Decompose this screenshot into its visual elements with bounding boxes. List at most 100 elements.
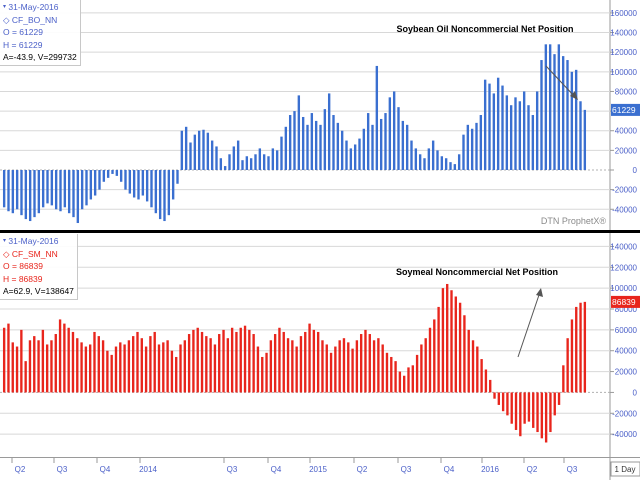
soymeal-bar <box>63 323 66 393</box>
soybean-oil-bar <box>310 113 314 170</box>
soybean-oil-bar <box>258 148 262 170</box>
soybean-oil-bar <box>41 170 45 208</box>
soymeal-bar <box>157 344 161 393</box>
top-info-box: ▾ 31-May-2016 ◇ CF_BO_NN O = 61229 H = 6… <box>0 0 81 66</box>
soybean-oil-bar <box>245 156 249 170</box>
soymeal-bar <box>566 338 569 393</box>
soybean-oil-bar <box>405 124 409 170</box>
soymeal-bar <box>549 392 552 433</box>
soybean-oil-bar <box>379 118 383 170</box>
soybean-oil-bar <box>163 170 166 222</box>
soymeal-bar <box>501 392 505 412</box>
y-tick-label: 20000 <box>615 146 638 155</box>
soybean-oil-bar <box>457 154 461 170</box>
top-symbol-row[interactable]: ◇ CF_BO_NN <box>3 14 77 27</box>
soybean-oil-bar <box>297 95 301 170</box>
soybean-oil-bar <box>89 170 93 200</box>
soymeal-bar <box>467 329 470 393</box>
x-tick-label: 2015 <box>309 465 327 474</box>
soybean-oil-bar <box>171 170 175 200</box>
soymeal-bar <box>359 334 363 393</box>
soybean-oil-bar <box>544 44 548 170</box>
soybean-oil-bar <box>154 170 158 214</box>
top-open: O = 61229 <box>3 27 43 38</box>
bottom-symbol-row[interactable]: ◇ CF_SM_NN <box>3 248 74 261</box>
soymeal-bar <box>544 392 548 443</box>
y-tick-label: 80000 <box>615 87 638 96</box>
y-tick-label: 80000 <box>615 305 638 314</box>
soybean-oil-bar <box>444 158 448 170</box>
top-date: 31-May-2016 <box>8 2 59 12</box>
x-tick-label: Q2 <box>527 465 538 474</box>
soybean-oil-bar <box>189 142 192 170</box>
soybean-oil-bar <box>392 91 396 170</box>
soybean-oil-bar <box>340 130 344 170</box>
soybean-oil-bar <box>570 71 574 170</box>
soymeal-bar <box>93 331 96 393</box>
soybean-oil-bar <box>46 170 49 204</box>
soymeal-bar <box>140 338 143 393</box>
top-trend-arrow <box>545 65 578 100</box>
soybean-oil-bar <box>553 54 556 170</box>
soymeal-bars <box>2 283 587 443</box>
period-selector[interactable] <box>610 461 640 477</box>
soymeal-bar <box>433 319 436 393</box>
top-date-row: ▾ 31-May-2016 <box>3 1 77 14</box>
soybean-oil-bar <box>28 170 32 222</box>
y-tick-label: 60000 <box>615 326 638 335</box>
soymeal-bar <box>54 334 57 393</box>
soymeal-bar <box>50 340 53 393</box>
soymeal-bar <box>243 325 247 393</box>
soymeal-bar <box>342 338 346 393</box>
soybean-oil-bar <box>98 170 101 190</box>
soymeal-bar <box>338 340 341 393</box>
soymeal-bar <box>132 336 135 393</box>
soymeal-bar <box>37 340 40 393</box>
soymeal-bar <box>265 352 268 393</box>
soymeal-bar <box>24 361 27 393</box>
soymeal-bar <box>579 302 582 393</box>
soybean-oil-bar <box>262 154 266 170</box>
soymeal-bar <box>45 344 49 393</box>
soybean-oil-bar <box>2 170 6 208</box>
top-high: H = 61229 <box>3 39 43 50</box>
soymeal-bar <box>519 392 522 437</box>
soymeal-bar <box>239 327 242 393</box>
soymeal-bar <box>282 331 285 393</box>
soybean-oil-bar <box>20 170 23 216</box>
soybean-oil-bar <box>561 56 565 170</box>
soymeal-bar <box>97 336 100 393</box>
soymeal-bar <box>570 319 574 393</box>
soybean-oil-bar <box>518 101 522 170</box>
soybean-oil-bar <box>496 77 500 170</box>
soybean-oil-bar <box>501 85 504 170</box>
soymeal-bar <box>562 365 565 393</box>
soymeal-bar <box>76 338 79 393</box>
soymeal-bar <box>291 340 294 393</box>
soymeal-bar <box>510 392 513 424</box>
bottom-last-value: 86839 <box>612 297 636 307</box>
soymeal-bar <box>575 306 578 393</box>
soybean-oil-bar <box>24 170 28 220</box>
soybean-oil-bar <box>414 148 418 170</box>
soybean-oil-bar <box>284 126 288 170</box>
caret-icon: ▾ <box>3 238 7 244</box>
soybean-oil-bars <box>2 44 587 224</box>
soymeal-bar <box>58 319 62 393</box>
soymeal-bar <box>428 327 432 393</box>
soybean-oil-bar <box>76 170 80 224</box>
soybean-oil-bar <box>436 150 439 170</box>
soymeal-bar <box>213 344 217 393</box>
x-tick-label: 2014 <box>139 465 157 474</box>
soymeal-bar <box>372 340 376 393</box>
soymeal-bar <box>308 323 311 393</box>
soybean-oil-bar <box>267 156 270 170</box>
soybean-oil-bar <box>72 170 75 218</box>
soymeal-bar <box>248 329 251 393</box>
soybean-oil-bar <box>106 170 110 178</box>
soymeal-bar <box>484 369 488 393</box>
y-tick-label: 120000 <box>610 48 637 57</box>
soymeal-bar <box>41 329 45 393</box>
soybean-oil-bar <box>206 132 210 170</box>
soymeal-bar <box>454 296 457 393</box>
